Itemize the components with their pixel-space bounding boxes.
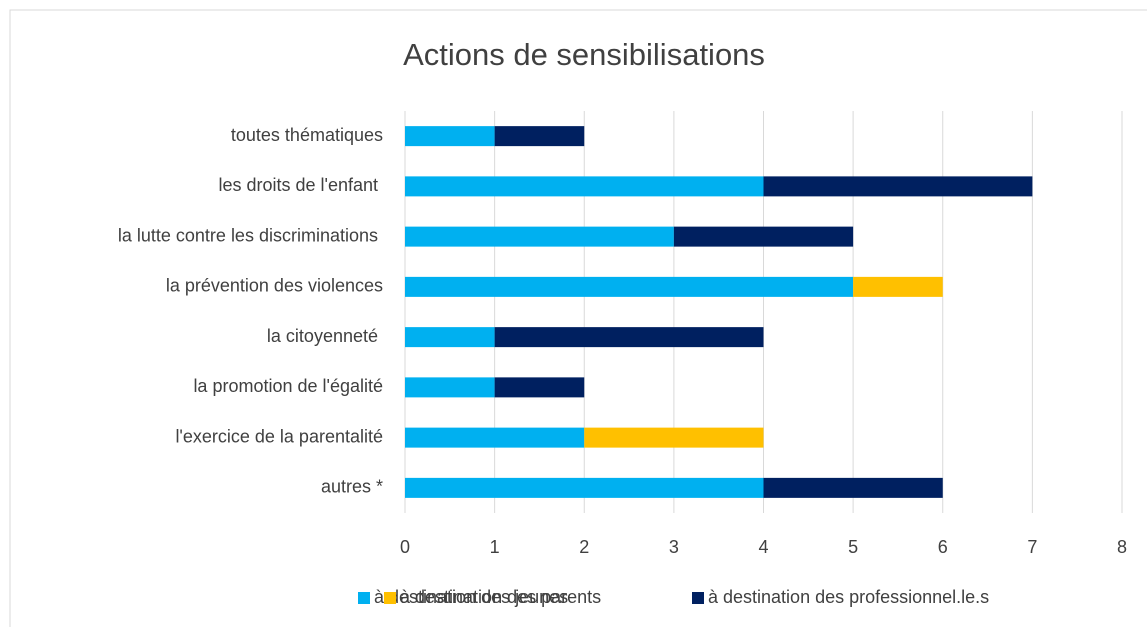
chart-title: Actions de sensibilisations (403, 37, 765, 72)
x-tick-label: 0 (400, 537, 410, 557)
bar-segment (405, 377, 495, 398)
x-tick-label: 6 (938, 537, 948, 557)
y-tick-label: l'exercice de la parentalité (175, 426, 383, 446)
bar-segment (494, 327, 764, 348)
bar-segment (405, 276, 854, 297)
bar-segment (584, 427, 764, 448)
bar-segment (405, 176, 764, 197)
y-tick-label: la citoyenneté (267, 326, 383, 346)
x-tick-label: 4 (758, 537, 768, 557)
bar-segment (405, 327, 495, 348)
legend-swatch (358, 592, 370, 604)
y-tick-label: la lutte contre les discriminations (118, 225, 383, 245)
bar-segment (763, 477, 943, 498)
legend-swatch (384, 592, 396, 604)
y-tick-label: la promotion de l'égalité (193, 376, 383, 396)
bar-segment (405, 477, 764, 498)
bar-segment (494, 126, 585, 147)
y-tick-label: autres * (321, 477, 383, 497)
x-tick-label: 8 (1117, 537, 1127, 557)
x-tick-label: 3 (669, 537, 679, 557)
legend-swatch (692, 592, 704, 604)
bar-segment (763, 176, 1033, 197)
bar-segment (494, 377, 585, 398)
bar-segment (405, 126, 495, 147)
bar-segment (405, 427, 585, 448)
x-tick-label: 5 (848, 537, 858, 557)
bar-segment (853, 276, 943, 297)
x-tick-label: 7 (1027, 537, 1037, 557)
legend-label: à destination des parents (400, 587, 601, 607)
bar-segment (405, 226, 674, 247)
legend-label: à destination des jeunes (374, 587, 568, 607)
y-tick-label: la prévention des violences (166, 276, 383, 296)
y-tick-label: toutes thématiques (231, 125, 383, 145)
x-tick-label: 2 (579, 537, 589, 557)
y-tick-label: les droits de l'enfant (218, 175, 383, 195)
chart-frame (9, 9, 1147, 632)
legend-label: à destination des professionnel.le.s (708, 587, 989, 607)
x-tick-label: 1 (490, 537, 500, 557)
bar-segment (673, 226, 854, 247)
